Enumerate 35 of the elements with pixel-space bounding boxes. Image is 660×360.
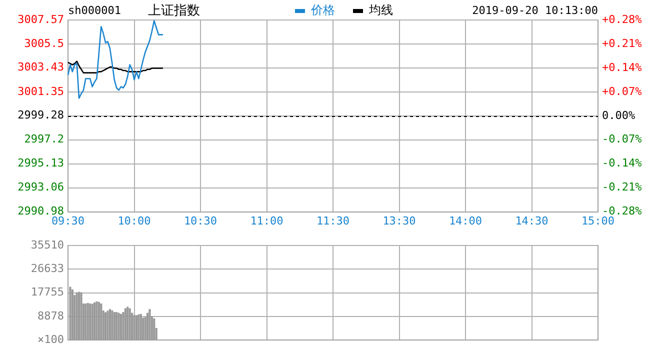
y2-tick-label: 0.00% — [602, 108, 636, 122]
x-tick-label: 11:30 — [316, 214, 350, 228]
legend-label: 价格 — [310, 3, 335, 18]
y-tick-label: 8878 — [38, 309, 64, 322]
x-tick-label: 10:00 — [118, 214, 151, 228]
y-tick-label: 2997.2 — [24, 132, 64, 146]
y-tick-label: 2993.06 — [18, 180, 64, 194]
y2-tick-label: -0.07% — [602, 132, 642, 146]
y-tick-label: 2995.13 — [18, 156, 64, 170]
text: 2019-09-20 10:13:00 — [472, 4, 598, 17]
text: sh000001 — [68, 4, 121, 17]
x-tick-label: 14:00 — [448, 214, 482, 228]
y2-tick-label: -0.21% — [602, 180, 642, 194]
x-tick-label: 15:00 — [581, 214, 615, 228]
chart-title: 上证指数 — [148, 3, 200, 18]
x-tick-label: 10:30 — [184, 214, 218, 228]
x-tick-label: 13:30 — [382, 214, 416, 228]
y2-tick-label: +0.14% — [602, 60, 642, 74]
legend-label: 均线 — [368, 3, 393, 18]
x-tick-label: 14:30 — [515, 214, 548, 228]
y-tick-label: 3001.35 — [18, 84, 64, 98]
y2-tick-label: +0.28% — [602, 12, 642, 26]
y-axis-title: ×100 — [38, 332, 64, 346]
y-tick-label: 26633 — [30, 262, 64, 276]
y-tick-label: 3005.5 — [24, 36, 64, 50]
x-tick-label: 11:00 — [250, 214, 284, 228]
y-tick-label: 3007.57 — [18, 12, 64, 26]
y-tick-label: 35510 — [30, 238, 64, 252]
y2-tick-label: -0.14% — [602, 156, 642, 170]
y-tick-label: 17755 — [30, 286, 64, 299]
x-tick-label: 09:30 — [51, 214, 85, 228]
y2-tick-label: +0.21% — [602, 36, 642, 50]
y2-tick-label: +0.07% — [602, 84, 642, 98]
y-tick-label: 2999.28 — [18, 108, 64, 122]
y-tick-label: 3003.43 — [18, 60, 64, 74]
